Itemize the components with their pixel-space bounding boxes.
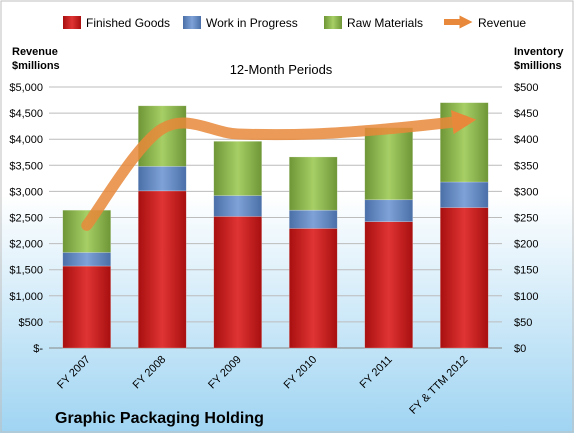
left-tick-label: $5,000	[9, 82, 43, 94]
right-axis-title-line2: $millions	[514, 60, 562, 72]
left-tick-label: $3,500	[9, 160, 43, 172]
left-tick-label: $1,500	[9, 265, 43, 277]
bar-finished-goods	[288, 228, 338, 349]
legend-label-raw-materials: Raw Materials	[347, 16, 423, 30]
right-tick-label: $350	[514, 160, 538, 172]
left-tick-label: $1,000	[9, 291, 43, 303]
right-tick-label: $0	[514, 343, 526, 355]
bar-raw-materials	[439, 102, 489, 183]
bar-work-in-progress	[439, 181, 489, 208]
bar-raw-materials	[213, 140, 263, 196]
bar-raw-materials	[364, 127, 414, 201]
legend-swatch-work-in-progress	[183, 16, 201, 29]
bar-finished-goods	[439, 207, 489, 349]
legend-swatch-raw-materials	[324, 16, 342, 29]
right-axis-title-line1: Inventory	[514, 46, 564, 58]
right-tick-label: $300	[514, 186, 538, 198]
legend-label-work-in-progress: Work in Progress	[206, 16, 298, 30]
left-tick-label: $-	[33, 343, 43, 355]
right-tick-label: $400	[514, 134, 538, 146]
company-name: Graphic Packaging Holding	[55, 410, 264, 427]
right-tick-label: $250	[514, 213, 538, 225]
bar-work-in-progress	[288, 209, 338, 229]
left-tick-label: $4,500	[9, 108, 43, 120]
bar-work-in-progress	[213, 195, 263, 217]
left-tick-label: $4,000	[9, 134, 43, 146]
right-tick-label: $150	[514, 265, 538, 277]
bar-work-in-progress	[364, 199, 414, 222]
right-tick-label: $200	[514, 239, 538, 251]
bar-finished-goods	[364, 221, 414, 349]
right-tick-label: $50	[514, 317, 532, 329]
bar-work-in-progress	[62, 252, 112, 267]
legend: Finished Goods Work in Progress Raw Mate…	[63, 15, 526, 30]
right-tick-label: $100	[514, 291, 538, 303]
right-tick-label: $500	[514, 82, 538, 94]
left-tick-label: $2,000	[9, 239, 43, 251]
left-axis-ticks: $- $500 $1,000 $1,500 $2,000 $2,500 $3,000 $3,5…	[9, 82, 43, 355]
right-axis-ticks: $0 $50 $100 $150 $200 $250 $300 $350 $400 $450 $50…	[514, 82, 538, 355]
bar-work-in-progress	[137, 166, 187, 192]
left-tick-label: $2,500	[9, 213, 43, 225]
bar-finished-goods	[62, 265, 112, 349]
right-tick-label: $450	[514, 108, 538, 120]
left-axis-title-line2: $millions	[12, 60, 60, 72]
gridlines	[49, 86, 502, 349]
revenue-line-path	[81, 110, 477, 231]
bar-finished-goods	[137, 190, 187, 349]
bar-raw-materials	[288, 156, 338, 211]
revenue-line	[81, 110, 477, 231]
left-tick-label: $500	[19, 317, 43, 329]
bars	[62, 102, 489, 349]
left-axis-title-line1: Revenue	[12, 46, 58, 58]
chart-subtitle: 12-Month Periods	[230, 62, 333, 77]
bar-finished-goods	[213, 216, 263, 349]
legend-swatch-finished-goods	[63, 16, 81, 29]
legend-label-finished-goods: Finished Goods	[86, 16, 170, 30]
left-tick-label: $3,000	[9, 186, 43, 198]
legend-label-revenue: Revenue	[478, 16, 526, 30]
